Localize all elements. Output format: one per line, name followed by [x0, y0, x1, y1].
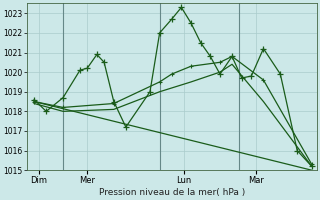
- X-axis label: Pression niveau de la mer( hPa ): Pression niveau de la mer( hPa ): [99, 188, 245, 197]
